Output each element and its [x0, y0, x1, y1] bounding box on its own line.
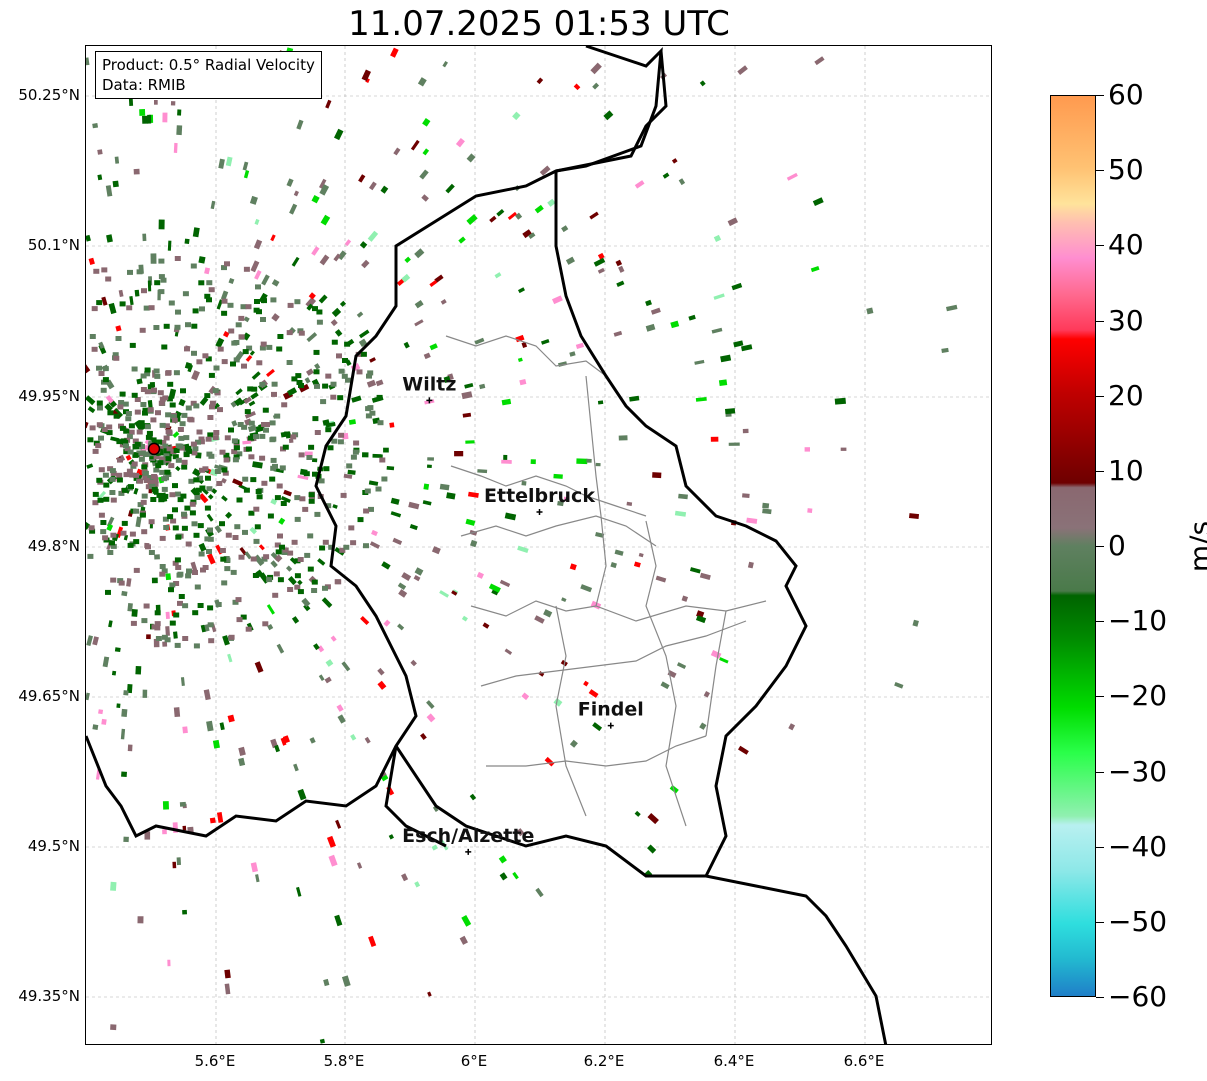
colorbar-tick: [1096, 95, 1104, 96]
radar-echoes: [86, 47, 958, 1044]
colorbar-tick-label: −30: [1108, 754, 1168, 788]
colorbar-tick: [1096, 846, 1104, 848]
colorbar-tick-label: 40: [1108, 228, 1144, 262]
colorbar-tick: [1096, 395, 1104, 397]
velocity-colorbar: [1050, 95, 1096, 997]
place-marker-esch-alzette: [465, 848, 472, 855]
lat-label-50-1: 50.1°N: [27, 236, 80, 254]
colorbar-tick-label: −50: [1108, 904, 1168, 938]
colorbar-tick: [1096, 621, 1104, 623]
gridlines: [86, 46, 991, 1044]
colorbar-tick-label: 30: [1108, 303, 1144, 337]
colorbar-tick-label: 60: [1108, 78, 1144, 111]
lon-label-5-6: 5.6°E: [194, 1052, 236, 1070]
place-label-findel: Findel: [578, 699, 644, 721]
colorbar-tick: [1096, 997, 1104, 998]
lat-label-49-65: 49.65°N: [18, 687, 80, 705]
lon-label-6: 6°E: [460, 1052, 488, 1070]
colorbar-tick: [1096, 245, 1104, 247]
colorbar-tick-label: −40: [1108, 829, 1168, 863]
lat-label-49-95: 49.95°N: [18, 387, 80, 405]
lat-label-49-8: 49.8°N: [27, 537, 80, 555]
country-borders: [86, 46, 888, 1044]
lon-label-6-2: 6.2°E: [583, 1052, 625, 1070]
radar-map[interactable]: Wiltz Ettelbruck Findel Esch/Alzette: [85, 45, 992, 1045]
lat-label-49-35: 49.35°N: [18, 987, 80, 1005]
colorbar-tick-label: −20: [1108, 679, 1168, 713]
colorbar-tick-label: −60: [1108, 980, 1168, 1013]
lon-label-5-8: 5.8°E: [323, 1052, 365, 1070]
place-label-wiltz: Wiltz: [402, 373, 456, 395]
colorbar-tick: [1096, 696, 1104, 698]
colorbar-tick: [1096, 921, 1104, 923]
colorbar-tick-label: 20: [1108, 378, 1144, 412]
radar-site-marker: [147, 442, 161, 456]
lon-label-6-6: 6.6°E: [843, 1052, 885, 1070]
place-label-ettelbruck: Ettelbruck: [484, 485, 595, 507]
place-label-esch-alzette: Esch/Alzette: [402, 825, 534, 847]
colorbar-tick-label: −10: [1108, 604, 1168, 638]
colorbar-unit-label: m/s: [1183, 520, 1207, 573]
map-title: 11.07.2025 01:53 UTC: [348, 4, 730, 44]
data-source-label: Data: RMIB: [102, 76, 186, 94]
place-marker-ettelbruck: [536, 509, 543, 516]
product-info-box: Product: 0.5° Radial Velocity Data: RMIB: [95, 51, 322, 99]
radar-map-canvas: Wiltz Ettelbruck Findel Esch/Alzette: [86, 46, 991, 1044]
lon-label-6-4: 6.4°E: [713, 1052, 755, 1070]
colorbar-tick: [1096, 470, 1104, 472]
place-markers: Wiltz Ettelbruck Findel Esch/Alzette: [402, 373, 644, 855]
colorbar-tick-label: 50: [1108, 153, 1144, 187]
place-marker-findel: [607, 722, 614, 729]
colorbar-tick: [1096, 771, 1104, 773]
colorbar-tick: [1096, 546, 1104, 547]
place-marker-wiltz: [426, 397, 433, 404]
colorbar-tick-label: 0: [1108, 529, 1126, 562]
colorbar-tick-label: 10: [1108, 453, 1144, 487]
colorbar-tick: [1096, 170, 1104, 172]
colorbar-tick: [1096, 320, 1104, 322]
product-label: Product: 0.5° Radial Velocity: [102, 56, 315, 74]
lat-label-50-25: 50.25°N: [18, 86, 80, 104]
lat-label-49-5: 49.5°N: [27, 837, 80, 855]
canton-boundaries: [445, 335, 767, 827]
